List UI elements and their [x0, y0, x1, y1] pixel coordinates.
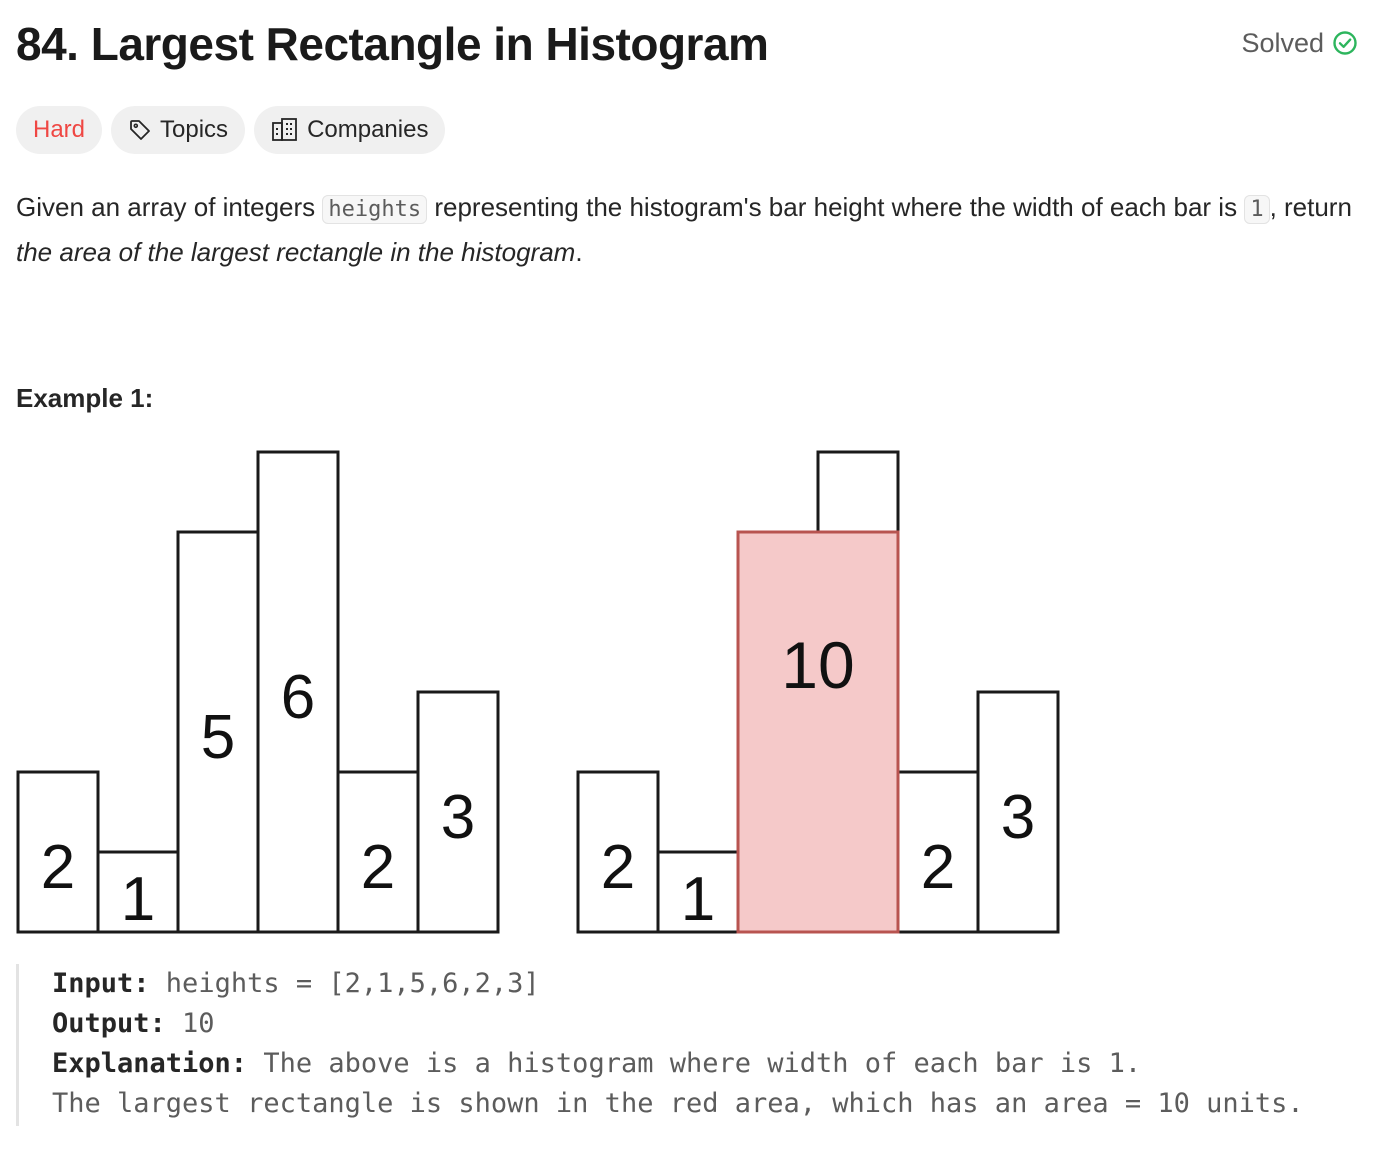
histogram-bar-label: 2 [361, 833, 395, 902]
histogram-bar [96, 850, 180, 934]
explanation-line-2: The largest rectangle is shown in the re… [52, 1088, 1304, 1119]
histogram-bar-label: 5 [201, 703, 235, 772]
histogram-bar [576, 770, 660, 934]
histogram-bar-label: 6 [281, 663, 315, 732]
description-emphasis: the area of the largest rectangle in the… [16, 237, 576, 267]
companies-label: Companies [307, 116, 429, 143]
histogram-bar-label: 1 [121, 865, 155, 934]
histogram-bar [256, 450, 340, 934]
topics-button[interactable]: Topics [111, 106, 246, 154]
histogram-bar [176, 530, 260, 934]
explanation-line-1: The above is a histogram where width of … [247, 1048, 1142, 1079]
histogram-bar [656, 850, 740, 934]
histogram-bar-label: 2 [921, 833, 955, 902]
histogram-bar [16, 770, 100, 934]
output-value: 10 [165, 1008, 215, 1039]
example-io-block: Input: heights = [2,1,5,6,2,3] Output: 1… [16, 964, 1304, 1126]
histogram-bar [976, 690, 1060, 934]
input-value: heights = [2,1,5,6,2,3] [149, 968, 540, 999]
companies-button[interactable]: Companies [254, 106, 446, 154]
largest-rectangle-highlight [736, 530, 900, 934]
histogram-bar-label: 2 [601, 833, 635, 902]
topics-label: Topics [160, 116, 229, 143]
description-text: representing the histogram's bar height … [427, 192, 1245, 222]
description-text: Given an array of integers [16, 192, 323, 222]
histogram-bar-label: 3 [1001, 783, 1035, 852]
inline-code-one: 1 [1244, 195, 1270, 224]
histogram-bar-label: 1 [681, 865, 715, 934]
problem-title: 84. Largest Rectangle in Histogram [16, 18, 769, 70]
description-text: , return [1269, 192, 1352, 222]
histogram-bar [416, 690, 500, 934]
solved-label: Solved [1241, 28, 1324, 58]
output-label: Output: [52, 1008, 166, 1039]
difficulty-label: Hard [33, 116, 86, 143]
largest-area-label: 10 [781, 628, 854, 702]
inline-code-heights: heights [322, 195, 428, 224]
description-text: . [575, 237, 583, 267]
problem-description: Given an array of integers heights repre… [16, 186, 1366, 273]
tag-icon [128, 118, 152, 142]
example-title: Example 1: [16, 383, 154, 413]
histogram-bar-label: 3 [441, 783, 475, 852]
explanation-label: Explanation: [52, 1048, 248, 1079]
input-label: Input: [52, 968, 150, 999]
check-circle-icon [1332, 30, 1358, 56]
histogram-bar-label: 2 [41, 833, 75, 902]
solved-status: Solved [1241, 24, 1358, 62]
difficulty-badge: Hard [16, 106, 103, 154]
building-icon [271, 117, 299, 143]
histogram-bar [336, 770, 420, 934]
tag-row: Hard Topics Companies [16, 106, 446, 154]
